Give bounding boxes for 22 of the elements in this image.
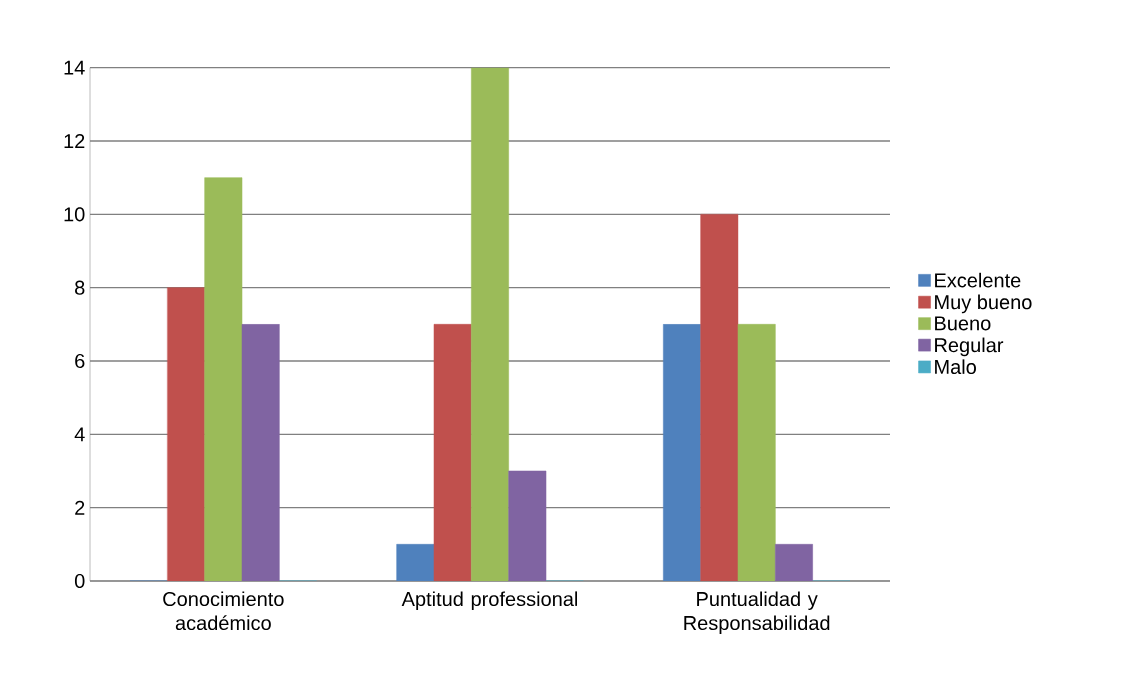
bar	[508, 470, 547, 581]
x-tick-label: Aptitud professional	[401, 591, 578, 611]
bar	[241, 324, 280, 581]
y-tick-label: 4	[74, 427, 85, 442]
bar	[204, 177, 243, 581]
legend-label: Malo	[935, 359, 976, 375]
y-tick-label: 2	[75, 500, 85, 515]
bar	[775, 544, 813, 581]
legend-label: Muy bueno	[935, 294, 1032, 314]
legend-label: Excelente	[935, 272, 1021, 288]
bar	[471, 67, 509, 581]
y-tick-label: 14	[64, 60, 85, 75]
y-tick-label: 12	[64, 134, 85, 148]
bar	[737, 324, 776, 581]
x-tick-label: Puntualidad y Responsabilidad	[684, 591, 830, 635]
y-tick-label: 0	[74, 573, 85, 589]
y-tick-label: 10	[64, 207, 85, 222]
legend-label: Regular	[935, 337, 1004, 357]
x-tick-label: Conocimiento académico	[163, 591, 284, 631]
y-tick-label: 8	[75, 280, 85, 295]
legend-label: Bueno	[935, 316, 991, 331]
y-tick-label: 6	[75, 353, 85, 369]
